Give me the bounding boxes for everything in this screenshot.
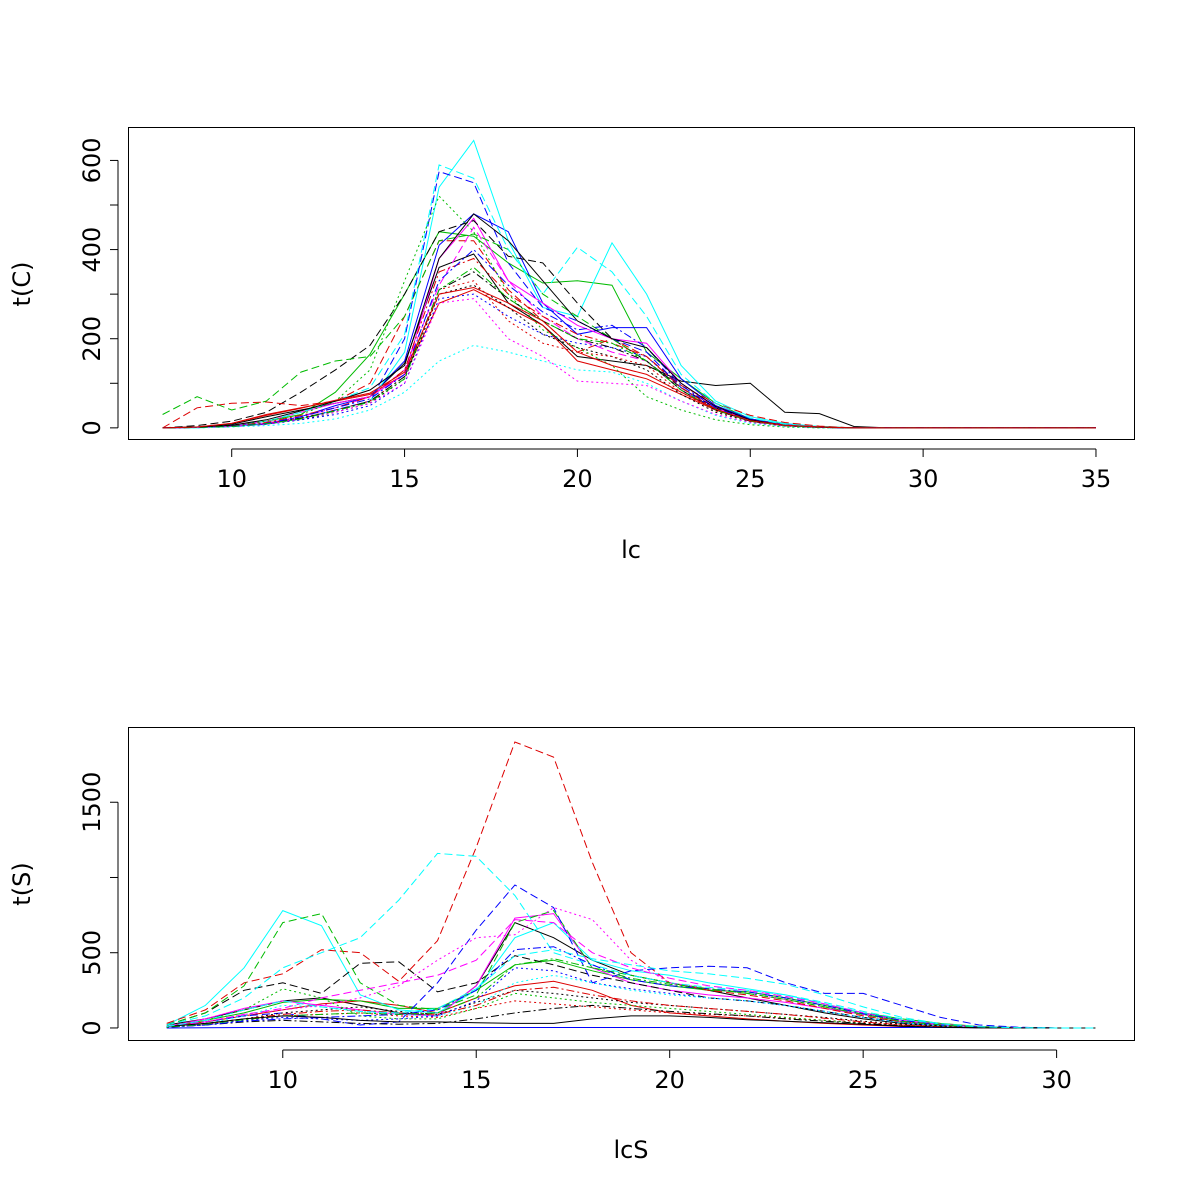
bottom-x-axis-label: lcS [613, 1136, 648, 1164]
top-series-line-10 [162, 170, 1096, 429]
bottom-series-line-8 [166, 741, 1096, 1029]
bottom-series-group [166, 741, 1096, 1029]
bottom-y-tick-label: 500 [78, 930, 106, 976]
bottom-series-line-18 [166, 907, 1096, 1029]
top-series-group [162, 139, 1096, 429]
bottom-series-line-23 [166, 1015, 1096, 1029]
top-series-line-7 [162, 220, 1096, 429]
top-series-line-9 [162, 233, 1096, 429]
top-y-tick-label: 600 [78, 137, 106, 183]
top-x-tick-label: 30 [908, 465, 939, 493]
bottom-x-tick-label: 10 [267, 1066, 298, 1094]
top-x-tick-label: 15 [389, 465, 420, 493]
top-x-tick-label: 20 [562, 465, 593, 493]
bottom-series-line-11 [166, 852, 1096, 1029]
top-series-line-15 [162, 195, 1096, 429]
bottom-y-tick-label: 0 [78, 1020, 106, 1035]
top-plot-frame [128, 127, 1135, 440]
top-y-tick-label: 200 [78, 316, 106, 362]
bottom-series-line-9 [166, 910, 1096, 1029]
bottom-x-tick-label: 20 [654, 1066, 685, 1094]
top-series-line-11 [162, 164, 1096, 429]
top-y-tick-label: 400 [78, 227, 106, 273]
top-y-tick-label: 0 [78, 420, 106, 435]
top-x-axis-label: lc [621, 536, 641, 564]
top-series-line-24 [162, 286, 1096, 429]
bottom-series-line-3 [166, 959, 1096, 1029]
bottom-chart-panel: 10 15 20 25 30 0 500 1500 lcS t(S) [8, 727, 1135, 1164]
bottom-y-axis: 0 500 1500 [78, 772, 119, 1036]
bottom-series-line-13 [166, 989, 1096, 1029]
bottom-series-line-16 [166, 967, 1096, 1029]
top-series-line-22 [162, 266, 1096, 429]
bottom-series-line-17 [166, 974, 1096, 1029]
top-x-axis: 10 15 20 25 30 35 [216, 448, 1112, 493]
bottom-x-axis: 10 15 20 25 30 [267, 1049, 1072, 1094]
top-series-line-3 [162, 231, 1096, 429]
bottom-y-tick-label: 1500 [78, 772, 106, 833]
bottom-series-line-12 [166, 919, 1096, 1029]
bottom-y-axis-label: t(S) [8, 862, 36, 905]
top-chart-panel: 10 15 20 25 30 35 0 200 400 600 lc t(C) [8, 127, 1135, 564]
top-series-line-6 [162, 217, 1096, 429]
top-series-line-23 [162, 213, 1096, 429]
bottom-series-line-5 [166, 909, 1096, 1029]
top-y-axis: 0 200 400 600 [78, 137, 119, 436]
top-x-tick-label: 35 [1081, 465, 1112, 493]
top-series-line-13 [162, 284, 1096, 429]
bottom-plot-frame [128, 727, 1135, 1041]
top-y-axis-label: t(C) [8, 262, 36, 307]
bottom-x-tick-label: 15 [461, 1066, 492, 1094]
bottom-series-line-22 [166, 958, 1096, 1029]
top-series-line-4 [162, 213, 1096, 429]
bottom-x-tick-label: 25 [848, 1066, 879, 1094]
top-series-line-5 [162, 139, 1096, 429]
top-x-tick-label: 25 [735, 465, 766, 493]
bottom-series-line-24 [166, 949, 1096, 1029]
bottom-x-tick-label: 30 [1041, 1066, 1072, 1094]
top-x-tick-label: 10 [216, 465, 247, 493]
top-series-line-21 [162, 248, 1096, 429]
top-series-line-2 [162, 289, 1096, 429]
bottom-series-line-20 [166, 986, 1096, 1029]
